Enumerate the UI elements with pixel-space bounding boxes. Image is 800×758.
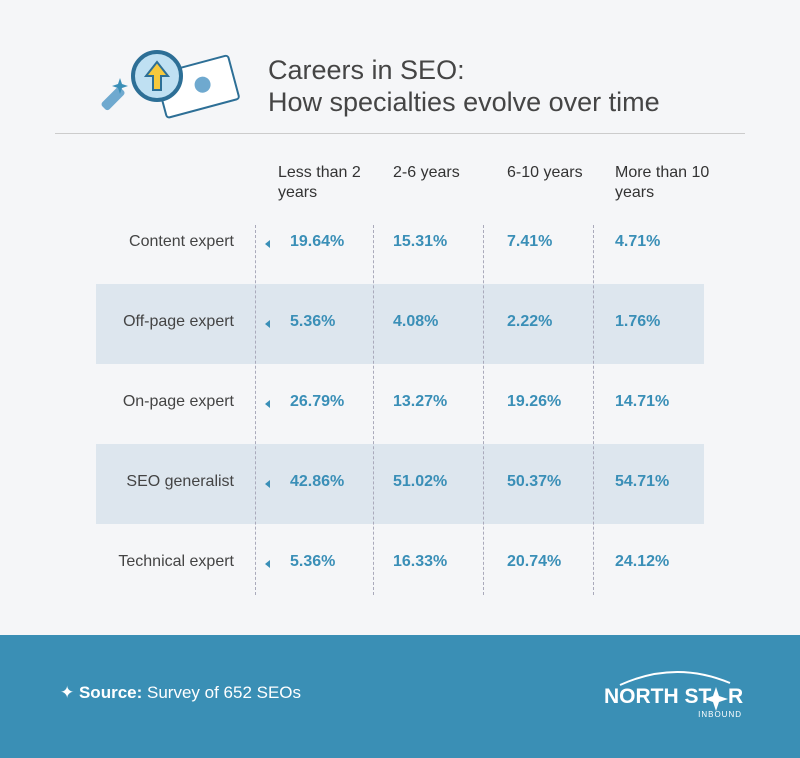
title-line: Careers in SEO: [268, 55, 465, 85]
title: Careers in SEO: How specialties evolve o… [268, 54, 660, 118]
marker [265, 480, 270, 488]
logo-text: NORTH ST [604, 685, 712, 708]
column-header: 6-10 years [507, 164, 583, 181]
logo-text: R [728, 685, 743, 708]
cell-value: 4.71% [615, 233, 661, 250]
cell-value: 54.71% [615, 473, 670, 490]
cell-value: 26.79% [290, 393, 345, 410]
marker [265, 240, 270, 248]
cell-value: 2.22% [507, 313, 553, 330]
cell-value: 50.37% [507, 473, 562, 490]
source: ✦ Source: Survey of 652 SEOs [60, 683, 302, 702]
cell-value: 4.08% [393, 313, 439, 330]
column-separator [483, 225, 484, 595]
cell-value: 13.27% [393, 393, 448, 410]
footer: ✦ Source: Survey of 652 SEOs NORTH ST R … [0, 635, 800, 758]
cell-value: 16.33% [393, 553, 448, 570]
marker [265, 560, 270, 568]
column-header: More than 10 years [615, 164, 710, 201]
cell-value: 5.36% [290, 553, 336, 570]
source-text: Survey of 652 SEOs [147, 683, 302, 702]
cell-value: 15.31% [393, 233, 448, 250]
row-label: Technical expert [118, 553, 234, 570]
cell-value: 5.36% [290, 313, 336, 330]
row-label: Content expert [129, 233, 234, 250]
divider [55, 133, 745, 134]
cell-value: 20.74% [507, 553, 562, 570]
icon [101, 50, 240, 119]
title-line: How specialties evolve over time [268, 87, 660, 117]
cell-value: 42.86% [290, 473, 345, 490]
column-header: 2-6 years [393, 164, 460, 181]
column-header: Less than 2 years [278, 164, 361, 201]
source-label: Source: [78, 683, 143, 702]
row-label: SEO generalist [126, 473, 234, 490]
column-separator [593, 225, 594, 595]
column-separator [373, 225, 374, 595]
marker [265, 400, 270, 408]
cell-value: 51.02% [393, 473, 448, 490]
row-background [96, 284, 704, 364]
cell-value: 1.76% [615, 313, 661, 330]
cell-value: 7.41% [507, 233, 553, 250]
cell-value: 14.71% [615, 393, 670, 410]
logo-sub: INBOUND [698, 710, 742, 719]
column-separator [255, 225, 256, 595]
cell-value: 24.12% [615, 553, 670, 570]
cell-value: 19.26% [507, 393, 562, 410]
row-label: On-page expert [122, 393, 234, 410]
cell-value: 19.64% [290, 233, 345, 250]
row-background [96, 444, 704, 524]
row-label: Off-page expert [123, 313, 234, 330]
marker [265, 320, 270, 328]
logo: NORTH ST R INBOUND [604, 671, 743, 719]
